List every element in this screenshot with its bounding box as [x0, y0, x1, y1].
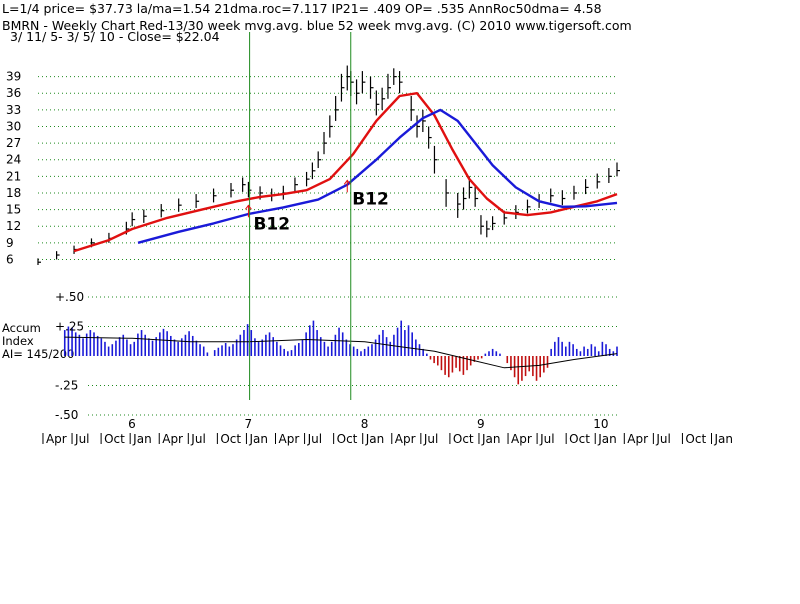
x-year-label: 8	[361, 417, 369, 431]
ma-blue-line	[137, 108, 618, 244]
x-month-label: Jul	[539, 432, 554, 446]
price-tick-label: 33	[6, 103, 21, 117]
price-tick-label: 15	[6, 203, 21, 217]
header-line-2: BMRN - Weekly Chart Red-13/30 week mvg.a…	[2, 18, 632, 33]
x-year-label: 9	[477, 417, 485, 431]
accum-label-2: Index	[2, 334, 34, 348]
price-bars-layer	[37, 65, 620, 265]
accum-average-line	[64, 336, 618, 369]
x-month-label: Oct	[104, 432, 125, 446]
accum-tick-label: +.50	[55, 290, 84, 304]
header-line-3: 3/ 11/ 5- 3/ 5/ 10 - Close= $22.04	[10, 29, 220, 44]
x-month-label: Oct	[569, 432, 590, 446]
x-month-label: Jan	[714, 432, 734, 446]
x-month-label: Apr	[46, 432, 67, 446]
x-month-label: Oct	[453, 432, 474, 446]
price-tick-label: 12	[6, 219, 21, 233]
b12-arrowhead	[245, 204, 252, 210]
x-year-label: 7	[244, 417, 252, 431]
ma-red-line	[73, 91, 618, 253]
x-year-label: 6	[128, 417, 136, 431]
accum-label-1: Accum	[2, 321, 41, 335]
grid-layer	[38, 76, 617, 416]
header-line-1: L=1/4 price= $37.73 la/ma=1.54 21dma.roc…	[2, 1, 602, 16]
price-tick-label: 24	[6, 153, 21, 167]
x-month-label: Apr	[395, 432, 416, 446]
x-month-label: Jul	[190, 432, 205, 446]
x-month-label: Jul	[74, 432, 89, 446]
vertical-markers-layer	[245, 32, 352, 400]
accum-label-3: AI= 145/200	[2, 347, 74, 361]
price-tick-label: 9	[6, 236, 14, 250]
x-month-label: Apr	[162, 432, 183, 446]
b12-label: B12	[253, 214, 290, 234]
price-tick-label: 6	[6, 252, 14, 266]
x-month-label: Jan	[248, 432, 268, 446]
x-month-label: Jul	[423, 432, 438, 446]
x-month-label: Oct	[220, 432, 241, 446]
x-month-label: Jan	[597, 432, 617, 446]
x-month-label: Jan	[481, 432, 501, 446]
x-month-label: Apr	[511, 432, 532, 446]
x-month-label: Apr	[627, 432, 648, 446]
accum-tick-label: -.25	[55, 379, 78, 393]
x-month-label: Jul	[655, 432, 670, 446]
x-month-label: Apr	[279, 432, 300, 446]
b12-arrowhead	[343, 179, 351, 185]
price-tick-label: 30	[6, 119, 21, 133]
x-month-label: Oct	[685, 432, 706, 446]
accum-layer	[63, 320, 618, 385]
moving-averages-layer	[73, 91, 618, 253]
x-month-label: Jan	[365, 432, 385, 446]
price-tick-label: 36	[6, 86, 21, 100]
price-tick-label: 21	[6, 169, 21, 183]
b12-label: B12	[352, 189, 389, 209]
price-tick-label: 18	[6, 186, 21, 200]
accum-tick-label: +.25	[55, 320, 84, 334]
x-month-label: Jan	[132, 432, 152, 446]
x-month-label: Jul	[307, 432, 322, 446]
x-year-label: 10	[593, 417, 608, 431]
x-month-label: Oct	[337, 432, 358, 446]
axis-labels-layer: 39 36 33 30 27 24 21 18 15 12 9 6 +.50 +.25 -.25 -.50 B1…	[6, 70, 733, 446]
price-tick-label: 27	[6, 136, 21, 150]
accum-tick-label: -.50	[55, 408, 78, 422]
price-tick-label: 39	[6, 70, 21, 84]
